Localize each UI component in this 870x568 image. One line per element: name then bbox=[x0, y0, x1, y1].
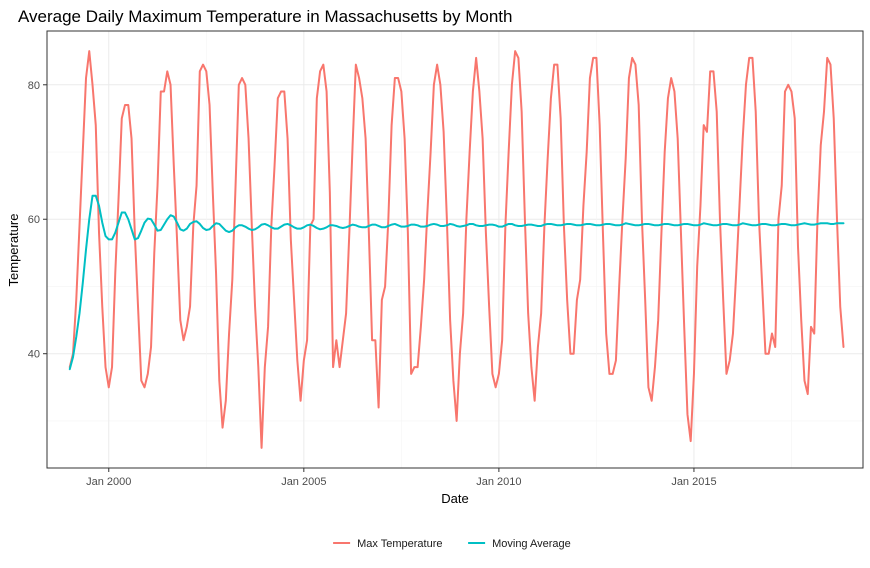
legend-item-max-temperature: Max Temperature bbox=[333, 538, 442, 550]
series-line-moving-average bbox=[68, 194, 845, 371]
panel-border bbox=[46, 30, 864, 469]
series-layer bbox=[68, 50, 845, 449]
legend-label: Max Temperature bbox=[357, 538, 442, 550]
x-axis-label: Date bbox=[441, 491, 468, 506]
legend-item-moving-average: Moving Average bbox=[468, 538, 571, 550]
series-line-max-temperature bbox=[68, 50, 845, 449]
gridlines bbox=[47, 31, 863, 468]
y-tick-label: 80 bbox=[28, 80, 40, 92]
legend: Max Temperature Moving Average bbox=[333, 538, 571, 550]
x-tick-label: Jan 2005 bbox=[281, 476, 326, 488]
y-tick-label: 60 bbox=[28, 214, 40, 226]
y-tick-label: 40 bbox=[28, 349, 40, 361]
x-tick-label: Jan 2015 bbox=[671, 476, 716, 488]
x-axis: Jan 2000 Jan 2005 Jan 2010 Jan 2015 bbox=[86, 468, 717, 488]
y-axis-label: Temperature bbox=[6, 214, 21, 287]
plot-panel bbox=[46, 30, 864, 469]
chart-title: Average Daily Maximum Temperature in Mas… bbox=[18, 7, 512, 26]
legend-label: Moving Average bbox=[492, 538, 571, 550]
x-tick-label: Jan 2010 bbox=[476, 476, 521, 488]
x-tick-label: Jan 2000 bbox=[86, 476, 131, 488]
y-axis: 40 60 80 bbox=[28, 80, 47, 361]
